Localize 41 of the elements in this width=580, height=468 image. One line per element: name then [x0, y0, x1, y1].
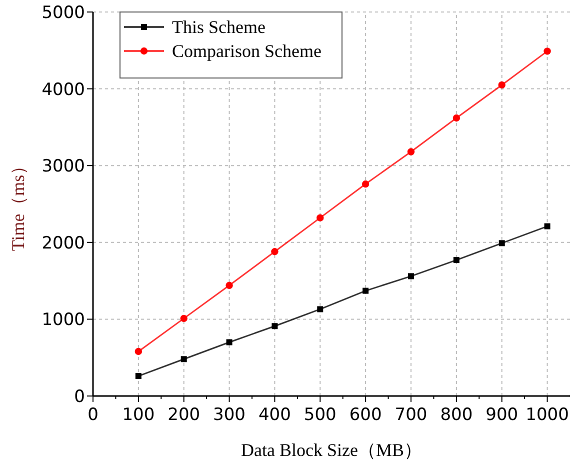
- point: [498, 240, 505, 246]
- y-tick-label: 1000: [42, 310, 85, 330]
- x-tick-label: 1000: [526, 405, 569, 425]
- y-tick-label: 4000: [42, 80, 85, 100]
- point: [362, 288, 369, 294]
- x-tick-label: 0: [88, 405, 98, 425]
- point: [453, 257, 460, 264]
- point: [180, 314, 188, 322]
- x-tick-label: 900: [486, 405, 518, 425]
- x-tick-label: 600: [349, 405, 382, 425]
- y-tick-label: 3000: [42, 156, 85, 177]
- point: [408, 273, 414, 280]
- point: [135, 373, 142, 380]
- x-axis-title: Data Block Size（MB）: [241, 440, 422, 460]
- point: [272, 323, 278, 330]
- point: [134, 348, 142, 356]
- x-tick-label: 500: [304, 405, 336, 425]
- point: [226, 339, 232, 346]
- y-tick-label: 5000: [42, 3, 85, 23]
- point: [271, 248, 278, 256]
- point: [317, 306, 324, 312]
- point: [544, 223, 550, 230]
- y-tick-label: 2000: [42, 233, 85, 254]
- x-tick-label: 800: [440, 405, 473, 425]
- point: [544, 48, 551, 55]
- point: [498, 81, 506, 89]
- point: [452, 114, 460, 122]
- x-tick-label: 200: [168, 405, 200, 425]
- y-axis-title: Time（ms）: [8, 156, 28, 252]
- point: [407, 148, 415, 156]
- x-tick-label: 700: [394, 405, 428, 425]
- point: [226, 282, 233, 290]
- x-tick-label: 300: [213, 405, 246, 425]
- point: [180, 356, 187, 362]
- legend-label: This Scheme: [172, 17, 266, 37]
- point: [362, 180, 370, 188]
- y-tick-label: 0: [74, 387, 85, 407]
- x-tick-label: 400: [258, 405, 291, 425]
- legend-label: Comparison Scheme: [172, 41, 322, 61]
- point: [316, 214, 324, 222]
- x-tick-label: 100: [122, 405, 155, 425]
